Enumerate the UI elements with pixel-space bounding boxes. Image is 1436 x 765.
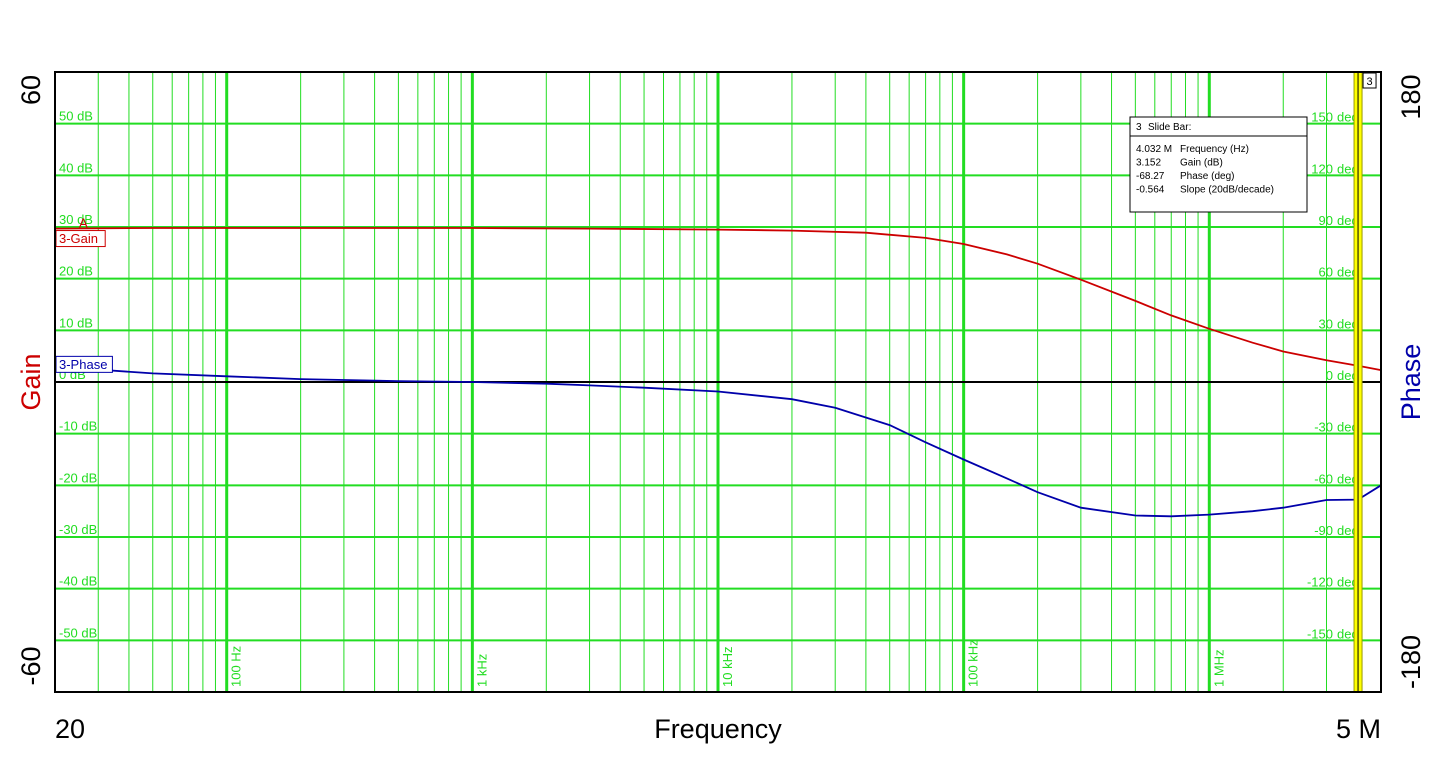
gain-tick-label: -10 dB (59, 419, 97, 434)
gain-tick-label: 40 dB (59, 160, 93, 175)
phase-tick-label: 120 (1311, 161, 1333, 176)
x-decade-label: 100 Hz (229, 646, 244, 687)
readout-label: Phase (deg) (1180, 171, 1234, 182)
phase-tick-label: 30 (1319, 316, 1333, 331)
phase-tick-unit: deg (1337, 316, 1359, 331)
marker-label: A (79, 216, 88, 231)
slide-bar-number: 3 (1366, 76, 1372, 88)
readout-title: Slide Bar: (1148, 122, 1191, 133)
series-layer: 3-Gain 3-Phase A (54, 216, 1382, 518)
y-right-title: Phase (1396, 344, 1426, 421)
phase-tick-label: 90 (1319, 213, 1333, 228)
readout-label: Slope (20dB/decade) (1180, 185, 1274, 196)
phase-tick-unit: deg (1337, 161, 1359, 176)
readout-value: 3.152 (1136, 158, 1161, 169)
phase-tick-unit: deg (1337, 575, 1359, 590)
phase-tick-unit: deg (1337, 626, 1359, 641)
y-left-title: Gain (16, 353, 46, 410)
x-decade-label: 100 kHz (966, 639, 981, 687)
x-title: Frequency (654, 714, 782, 744)
y-right-min-label: -180 (1396, 635, 1426, 689)
phase-tick-label: -90 (1314, 523, 1333, 538)
phase-tick-label: -60 (1314, 471, 1333, 486)
phase-tick-unit: deg (1337, 368, 1359, 383)
slide-bar-readout: 3 Slide Bar: 4.032 M Frequency (Hz) 3.152 Gai… (1129, 116, 1308, 213)
phase-tick-label: 60 (1319, 265, 1333, 280)
readout-label: Gain (dB) (1180, 158, 1223, 169)
x-max-label: 5 M (1336, 714, 1381, 744)
y-left-min-label: -60 (16, 646, 46, 685)
y-left-max-label: 60 (16, 75, 46, 105)
phase-tick-unit: deg (1337, 265, 1359, 280)
gain-tick-label: 50 dB (59, 109, 93, 124)
phase-tick-unit: deg (1337, 523, 1359, 538)
readout-value: -0.564 (1136, 185, 1165, 196)
readout-value: 4.032 M (1136, 144, 1172, 155)
readout-value: -68.27 (1136, 171, 1165, 182)
x-min-label: 20 (55, 714, 85, 744)
phase-tick-label: -150 (1307, 626, 1333, 641)
gain-tick-label: -30 dB (59, 522, 97, 537)
series-name: 3-Phase (59, 357, 107, 372)
series-line (54, 227, 1382, 371)
gain-tick-label: 30 dB (59, 212, 93, 227)
gain-tick-label: -50 dB (59, 625, 97, 640)
series-line (54, 366, 1382, 518)
readout-box (1129, 116, 1308, 213)
gain-tick-label: 10 dB (59, 315, 93, 330)
gain-tick-label: 20 dB (59, 264, 93, 279)
gain-tick-label: -40 dB (59, 574, 97, 589)
phase-tick-label: -120 (1307, 575, 1333, 590)
phase-tick-labels: 150 deg 120 deg 90 deg 60 deg 30 deg 0 deg -30 deg -60… (1307, 110, 1359, 642)
phase-tick-label: 150 (1311, 110, 1333, 125)
x-decade-label: 1 MHz (1211, 649, 1226, 687)
gain-tick-label: -20 dB (59, 470, 97, 485)
plot-frame (54, 71, 1382, 693)
series-name: 3-Gain (59, 231, 98, 246)
readout-label: Frequency (Hz) (1180, 144, 1249, 155)
outer-labels: 60 -60 Gain 180 -180 Phase 20 5 M Frequency (16, 74, 1426, 744)
phase-tick-unit: deg (1337, 213, 1359, 228)
phase-tick-unit: deg (1337, 420, 1359, 435)
phase-tick-label: 0 (1326, 368, 1333, 383)
readout-number: 3 (1136, 122, 1142, 133)
y-right-max-label: 180 (1396, 74, 1426, 119)
x-decade-label: 10 kHz (720, 647, 735, 687)
phase-tick-label: -30 (1314, 420, 1333, 435)
phase-tick-unit: deg (1337, 110, 1359, 125)
phase-tick-unit: deg (1337, 471, 1359, 486)
x-decade-label: 1 kHz (474, 654, 489, 687)
